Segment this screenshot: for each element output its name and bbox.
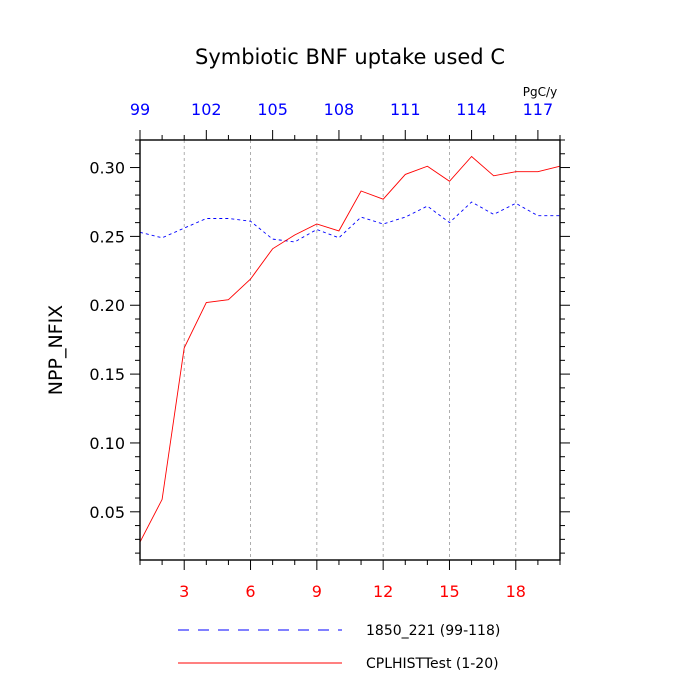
vertical-grid [183, 140, 517, 560]
legend-label: CPLHISTTest (1-20) [366, 656, 499, 672]
series-line-top-axis [139, 201, 560, 243]
top-tick-label: 105 [257, 100, 288, 119]
x-tick-label: 15 [439, 582, 459, 601]
top-tick-label: 102 [191, 100, 222, 119]
tick-labels: 3 6 9 12 15 18 99 102 105 108 111 114 117 0.05 0.10 0.1… [89, 100, 553, 601]
legend-label: 1850_221 (99-118) [366, 623, 500, 639]
chart-title: Symbiotic BNF uptake used C [195, 45, 505, 69]
x-tick-label: 9 [312, 582, 322, 601]
top-tick-label: 111 [390, 100, 421, 119]
series-lines [139, 155, 561, 543]
top-tick-label: 114 [456, 100, 487, 119]
series-line-bottom-axis [139, 155, 561, 543]
x-tick-label: 3 [179, 582, 189, 601]
top-axis-unit-label: PgC/y [523, 85, 557, 99]
plot-frame [139, 139, 561, 561]
top-tick-label: 99 [130, 100, 150, 119]
y-tick-label: 0.10 [89, 434, 125, 453]
y-axis-label: NPP_NFIX [45, 305, 67, 395]
x-tick-label: 12 [373, 582, 393, 601]
y-tick-label: 0.20 [89, 296, 125, 315]
legend: 1850_221 (99-118) CPLHISTTest (1-20) [178, 623, 500, 672]
x-tick-label: 6 [245, 582, 255, 601]
y-tick-label: 0.25 [89, 227, 125, 246]
top-tick-label: 108 [324, 100, 355, 119]
y-tick-label: 0.15 [89, 365, 125, 384]
x-tick-label: 18 [506, 582, 526, 601]
y-tick-label: 0.30 [89, 159, 125, 178]
top-tick-label: 117 [523, 100, 554, 119]
axis-ticks [130, 130, 570, 570]
y-tick-label: 0.05 [89, 503, 125, 522]
